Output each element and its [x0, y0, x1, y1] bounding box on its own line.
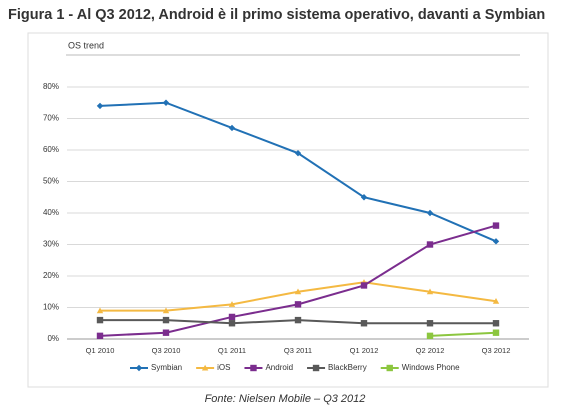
- y-tick-label: 40%: [43, 208, 59, 217]
- y-tick-label: 20%: [43, 271, 59, 280]
- x-tick-label: Q1 2010: [86, 346, 115, 355]
- y-tick-label: 80%: [43, 82, 59, 91]
- marker: [228, 320, 236, 327]
- chart-title: Figura 1 - Al Q3 2012, Android è il prim…: [8, 7, 545, 23]
- marker: [96, 332, 104, 340]
- series-line: [429, 331, 497, 337]
- legend-label: Windows Phone: [402, 363, 460, 372]
- marker: [426, 288, 434, 295]
- source: Fonte: Nielsen Mobile – Q3 2012: [205, 393, 366, 405]
- legend-label: BlackBerry: [328, 363, 367, 372]
- marker: [426, 209, 434, 217]
- marker: [135, 364, 143, 372]
- chart-subtitle: OS trend: [68, 40, 104, 50]
- marker: [96, 316, 104, 324]
- x-tick-label: Q3 2010: [152, 346, 181, 355]
- marker: [360, 194, 368, 201]
- x-tick-label: Q1 2012: [350, 346, 379, 355]
- y-tick-label: 60%: [43, 145, 59, 154]
- x-tick-label: Q2 2012: [416, 346, 445, 355]
- marker: [492, 320, 500, 327]
- marker: [228, 124, 236, 132]
- marker: [492, 298, 500, 304]
- marker: [162, 307, 170, 314]
- x-tick-label: Q3 2012: [482, 346, 511, 355]
- y-tick-label: 70%: [43, 114, 59, 123]
- x-tick-label: Q1 2011: [218, 346, 246, 355]
- marker: [360, 282, 368, 289]
- y-tick-label: 50%: [43, 177, 59, 186]
- marker: [162, 99, 170, 106]
- marker: [386, 364, 393, 372]
- marker: [312, 364, 320, 372]
- marker: [250, 364, 257, 372]
- y-tick-label: 0%: [47, 334, 59, 343]
- marker: [492, 222, 500, 229]
- marker: [162, 329, 170, 336]
- legend-label: iOS: [217, 363, 230, 372]
- x-tick-label: Q3 2011: [284, 346, 312, 355]
- marker: [201, 364, 209, 371]
- marker: [492, 238, 500, 245]
- marker: [360, 320, 368, 327]
- marker: [96, 307, 104, 314]
- marker: [294, 301, 302, 308]
- marker: [426, 320, 434, 327]
- marker: [294, 288, 302, 295]
- legend-label: Android: [265, 363, 293, 372]
- marker: [294, 149, 302, 157]
- marker: [426, 332, 434, 340]
- marker: [96, 102, 104, 110]
- y-tick-label: 10%: [43, 303, 59, 312]
- marker: [228, 313, 236, 321]
- marker: [162, 316, 170, 324]
- legend-label: Symbian: [151, 363, 182, 372]
- marker: [492, 329, 500, 336]
- y-tick-label: 30%: [43, 240, 59, 249]
- marker: [426, 241, 434, 248]
- chart-panel: [27, 32, 549, 388]
- marker: [294, 316, 302, 324]
- marker: [228, 301, 236, 307]
